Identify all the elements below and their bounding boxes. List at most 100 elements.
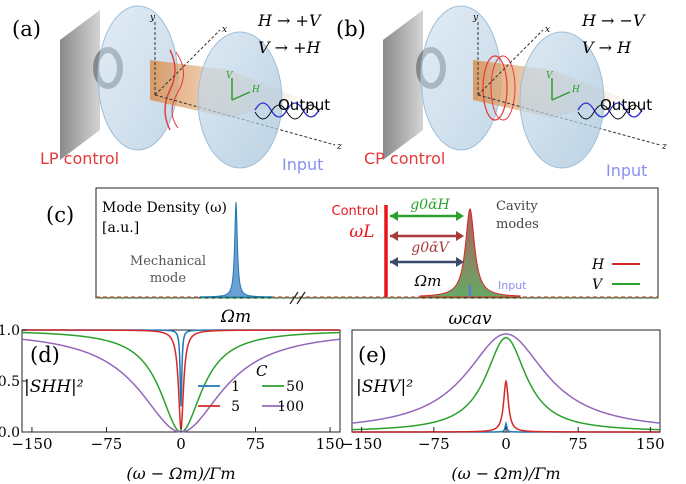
panel-b-eq2: V → H bbox=[582, 38, 632, 57]
control-label: Control bbox=[332, 204, 379, 219]
pol-v-label: V bbox=[226, 71, 234, 81]
x-tick-label: 150 bbox=[636, 435, 665, 453]
panel-b: x y z V H (b) H → −V V → H Output CP con… bbox=[336, 5, 667, 180]
panel-a-eq2: V → +H bbox=[258, 38, 322, 57]
pol-h-label: H bbox=[251, 85, 260, 95]
panel-d-label: (d) bbox=[30, 343, 60, 367]
panel-e: −150 −75 0 75 150 (e) |SHV|² (ω − Ωm)/Γm bbox=[341, 329, 665, 483]
x-tick-label: −150 bbox=[341, 435, 382, 453]
output-wave bbox=[254, 102, 320, 118]
x-tick-label: 0 bbox=[501, 435, 511, 453]
x-tick-label: 75 bbox=[246, 435, 265, 453]
pol-v-label: V bbox=[546, 71, 554, 81]
panel-b-input: Input bbox=[606, 161, 647, 180]
legend-title: C bbox=[256, 362, 268, 380]
axis-y-label: y bbox=[472, 13, 479, 23]
panel-a: x y z V H (a) H → +V V → +H Output LP co… bbox=[12, 5, 342, 174]
plot-e-ylabel: |SHV|² bbox=[356, 377, 413, 397]
cavity-peak bbox=[419, 208, 521, 298]
x-tick-label: −75 bbox=[91, 435, 123, 453]
pol-h-arrow bbox=[231, 91, 251, 101]
pol-h-arrow bbox=[551, 91, 571, 101]
panel-c-label: (c) bbox=[46, 203, 74, 227]
support-wall bbox=[60, 10, 100, 160]
xtick-omega-cav: ωcav bbox=[448, 309, 492, 329]
pol-h-label: H bbox=[571, 85, 580, 95]
panel-b-eq1: H → −V bbox=[581, 11, 646, 30]
series-5-line bbox=[352, 379, 660, 433]
mode-density-units: [a.u.] bbox=[102, 220, 139, 236]
plot-e-xlabel: (ω − Ωm)/Γm bbox=[451, 464, 560, 483]
mechanical-label-1: Mechanical bbox=[130, 254, 206, 269]
plot-d-ylabel: |SHH|² bbox=[24, 377, 84, 397]
gv-arrowhead-l bbox=[390, 231, 398, 241]
x-tick-label: 75 bbox=[569, 435, 588, 453]
axis-break-2 bbox=[296, 291, 306, 305]
mechanical-peak bbox=[199, 201, 273, 298]
legend-label-5: 5 bbox=[231, 399, 240, 415]
panel-b-label: (b) bbox=[336, 17, 366, 41]
omega-arrowhead-r bbox=[456, 257, 464, 267]
panel-c-frame bbox=[95, 187, 659, 299]
control-omega: ωL bbox=[349, 222, 374, 242]
cavity-label-2: modes bbox=[496, 217, 539, 232]
panel-a-label: (a) bbox=[12, 17, 41, 41]
axis-z bbox=[477, 94, 661, 146]
axis-x-label: x bbox=[545, 25, 550, 35]
panel-a-input: Input bbox=[282, 155, 323, 174]
axis-x-label: x bbox=[222, 25, 227, 35]
gh-arrowhead-r bbox=[456, 211, 464, 221]
gv-label: g0ᾱV bbox=[411, 240, 450, 256]
output-wave bbox=[577, 102, 643, 118]
plot-d-xlabel: (ω − Ωm)/Γm bbox=[126, 464, 235, 483]
legend-label-100: 100 bbox=[277, 399, 304, 415]
panel-b-output: Output bbox=[600, 96, 652, 114]
series-100-line bbox=[351, 333, 661, 424]
panel-e-label: (e) bbox=[358, 343, 387, 367]
legend-label-1: 1 bbox=[231, 379, 240, 395]
gh-arrowhead-l bbox=[390, 211, 398, 221]
axis-x bbox=[477, 29, 544, 96]
axis-x bbox=[154, 29, 221, 96]
mirror-right bbox=[197, 31, 283, 169]
panel-b-control: CP control bbox=[364, 149, 445, 168]
output-wave-2 bbox=[577, 104, 643, 120]
omega-arrowhead-l bbox=[390, 257, 398, 267]
y-tick-label: 0.0 bbox=[0, 425, 20, 441]
series-50-line bbox=[351, 336, 661, 431]
panel-a-control: LP control bbox=[40, 149, 119, 168]
mirror-right bbox=[519, 31, 605, 169]
x-tick-label: −150 bbox=[11, 435, 52, 453]
axis-y-label: y bbox=[149, 13, 156, 23]
support-wall bbox=[383, 10, 423, 160]
xtick-omega-m: Ωm bbox=[220, 307, 251, 327]
gv-arrowhead-r bbox=[456, 231, 464, 241]
omega-m-label: Ωm bbox=[414, 272, 442, 290]
axis-z-label: z bbox=[661, 142, 667, 152]
output-wave-2 bbox=[254, 104, 320, 120]
legend-label-50: 50 bbox=[286, 379, 304, 395]
cavity-label-1: Cavity bbox=[496, 199, 538, 214]
mode-density-label: Mode Density (ω) bbox=[102, 200, 227, 216]
legend-h-label: H bbox=[591, 257, 605, 273]
axis-break-1 bbox=[289, 291, 299, 305]
panel-a-output: Output bbox=[278, 96, 330, 114]
x-tick-label: 150 bbox=[316, 435, 345, 453]
control-helix-2 bbox=[490, 55, 516, 121]
control-field bbox=[164, 49, 176, 131]
panel-a-eq1: H → +V bbox=[257, 11, 322, 30]
control-helix bbox=[482, 55, 508, 121]
y-tick-label: 1.0 bbox=[0, 323, 20, 339]
panel-c: (c) Mode Density (ω) [a.u.] Mechanical m… bbox=[46, 187, 659, 329]
plot-d-legend: 1 5 50 100 bbox=[198, 379, 304, 415]
axis-z bbox=[154, 94, 336, 146]
y-tick-label: 0.5 bbox=[0, 374, 20, 390]
mechanical-label-2: mode bbox=[150, 271, 186, 286]
legend-v-label: V bbox=[592, 277, 604, 293]
x-tick-label: 0 bbox=[176, 435, 186, 453]
input-label: Input bbox=[498, 279, 527, 292]
gh-label: g0ᾱH bbox=[410, 197, 450, 213]
axis-z-label: z bbox=[336, 142, 342, 152]
